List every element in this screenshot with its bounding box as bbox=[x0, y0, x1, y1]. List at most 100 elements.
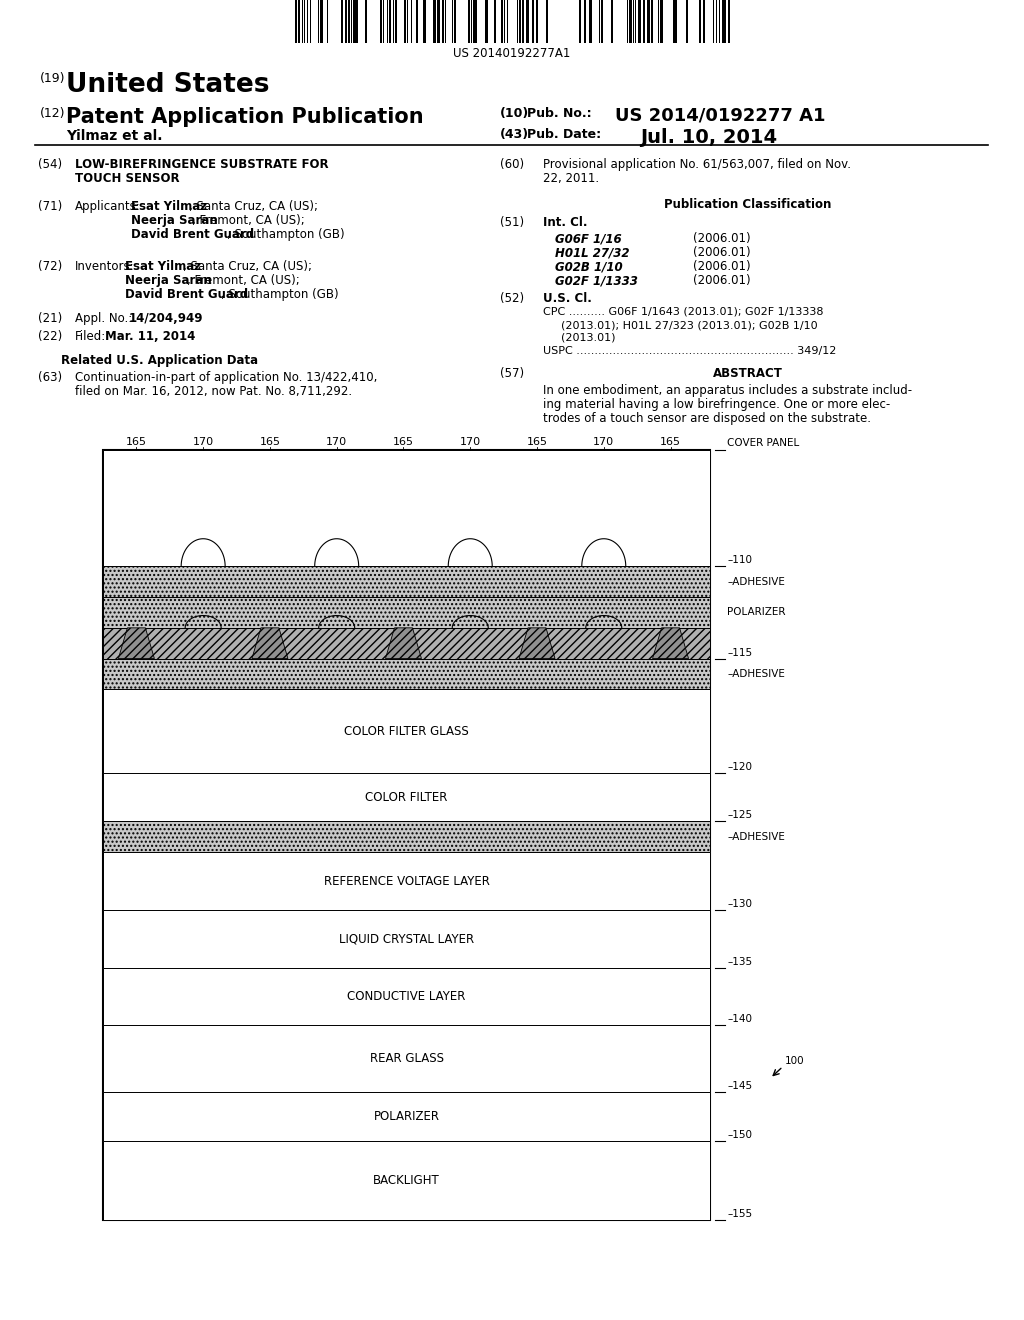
Bar bbox=[635, 0, 636, 44]
Bar bbox=[103, 566, 710, 597]
Text: BACKLIGHT: BACKLIGHT bbox=[373, 1173, 440, 1187]
Bar bbox=[295, 0, 297, 44]
Text: –150: –150 bbox=[727, 1130, 752, 1140]
Text: , Fremont, CA (US);: , Fremont, CA (US); bbox=[193, 214, 305, 227]
Text: COLOR FILTER: COLOR FILTER bbox=[366, 791, 447, 804]
Bar bbox=[579, 0, 582, 44]
Text: filed on Mar. 16, 2012, now Pat. No. 8,711,292.: filed on Mar. 16, 2012, now Pat. No. 8,7… bbox=[75, 385, 352, 399]
Bar bbox=[517, 0, 518, 44]
Bar bbox=[643, 0, 645, 44]
Text: ing material having a low birefringence. One or more elec-: ing material having a low birefringence.… bbox=[543, 399, 890, 411]
Bar bbox=[445, 0, 446, 44]
Text: REAR GLASS: REAR GLASS bbox=[370, 1052, 443, 1065]
Text: US 20140192277A1: US 20140192277A1 bbox=[454, 48, 570, 59]
Bar bbox=[547, 0, 548, 44]
Bar bbox=[353, 0, 357, 44]
Text: REFERENCE VOLTAGE LAYER: REFERENCE VOLTAGE LAYER bbox=[324, 875, 489, 887]
Text: –125: –125 bbox=[727, 810, 752, 821]
Bar bbox=[728, 0, 730, 44]
Bar bbox=[348, 0, 350, 44]
Text: U.S. Cl.: U.S. Cl. bbox=[543, 292, 592, 305]
Bar bbox=[442, 0, 444, 44]
Bar bbox=[103, 597, 710, 628]
Bar bbox=[383, 0, 384, 44]
Text: Int. Cl.: Int. Cl. bbox=[543, 216, 588, 228]
Bar bbox=[423, 0, 426, 44]
Text: 170: 170 bbox=[326, 437, 347, 447]
Bar bbox=[365, 0, 367, 44]
Text: , Southampton (GB): , Southampton (GB) bbox=[221, 288, 339, 301]
Text: (72): (72) bbox=[38, 260, 62, 273]
Bar bbox=[722, 0, 726, 44]
Bar bbox=[719, 0, 720, 44]
Bar bbox=[504, 0, 506, 44]
Bar bbox=[407, 0, 409, 44]
Bar bbox=[411, 0, 413, 44]
Bar bbox=[629, 0, 632, 44]
Text: Pub. No.:: Pub. No.: bbox=[527, 107, 592, 120]
Text: (12): (12) bbox=[40, 107, 66, 120]
Text: (2006.01): (2006.01) bbox=[693, 232, 751, 246]
Text: (60): (60) bbox=[500, 158, 524, 172]
Text: (52): (52) bbox=[500, 292, 524, 305]
Bar bbox=[673, 0, 677, 44]
Text: ABSTRACT: ABSTRACT bbox=[713, 367, 783, 380]
Bar bbox=[302, 0, 303, 44]
Text: G02B 1/10: G02B 1/10 bbox=[555, 260, 623, 273]
Text: , Santa Cruz, CA (US);: , Santa Cruz, CA (US); bbox=[183, 260, 312, 273]
Bar bbox=[307, 0, 308, 44]
Text: David Brent Guard: David Brent Guard bbox=[131, 228, 254, 242]
Polygon shape bbox=[252, 628, 288, 659]
Bar bbox=[416, 0, 418, 44]
Text: (10): (10) bbox=[500, 107, 529, 120]
Text: –115: –115 bbox=[727, 648, 752, 657]
Text: –120: –120 bbox=[727, 762, 752, 772]
Bar bbox=[589, 0, 592, 44]
Text: –135: –135 bbox=[727, 957, 752, 966]
Text: (19): (19) bbox=[40, 73, 66, 84]
Bar bbox=[650, 0, 653, 44]
Text: 165: 165 bbox=[660, 437, 681, 447]
Text: –130: –130 bbox=[727, 899, 752, 909]
Text: LOW-BIREFRINGENCE SUBSTRATE FOR: LOW-BIREFRINGENCE SUBSTRATE FOR bbox=[75, 158, 329, 172]
Text: David Brent Guard: David Brent Guard bbox=[125, 288, 248, 301]
Text: Neerja Saran: Neerja Saran bbox=[131, 214, 218, 227]
Text: United States: United States bbox=[66, 73, 269, 98]
Text: (43): (43) bbox=[500, 128, 529, 141]
Bar bbox=[473, 0, 477, 44]
Polygon shape bbox=[519, 628, 555, 659]
Bar bbox=[713, 0, 715, 44]
Bar bbox=[298, 0, 299, 44]
Text: Publication Classification: Publication Classification bbox=[665, 198, 831, 211]
Text: (2006.01): (2006.01) bbox=[693, 260, 751, 273]
Text: CONDUCTIVE LAYER: CONDUCTIVE LAYER bbox=[347, 990, 466, 1003]
Text: (51): (51) bbox=[500, 216, 524, 228]
Bar bbox=[471, 0, 472, 44]
Text: COLOR FILTER GLASS: COLOR FILTER GLASS bbox=[344, 725, 469, 738]
Bar bbox=[327, 0, 328, 44]
Text: –ADHESIVE: –ADHESIVE bbox=[727, 669, 784, 678]
Bar bbox=[103, 909, 710, 968]
Bar bbox=[601, 0, 603, 44]
Bar bbox=[321, 0, 324, 44]
Text: POLARIZER: POLARIZER bbox=[374, 1110, 439, 1123]
Bar bbox=[532, 0, 535, 44]
Text: Filed:: Filed: bbox=[75, 330, 106, 343]
Text: Inventors:: Inventors: bbox=[75, 260, 134, 273]
Text: H01L 27/32: H01L 27/32 bbox=[555, 246, 630, 259]
Text: USPC ............................................................ 349/12: USPC ...................................… bbox=[543, 346, 837, 356]
Text: Esat Yilmaz: Esat Yilmaz bbox=[131, 201, 207, 213]
Bar bbox=[103, 1140, 710, 1220]
Bar bbox=[395, 0, 396, 44]
Bar bbox=[686, 0, 688, 44]
Text: –ADHESIVE: –ADHESIVE bbox=[727, 832, 784, 842]
Bar bbox=[103, 628, 710, 659]
Bar bbox=[452, 0, 454, 44]
Bar bbox=[585, 0, 587, 44]
Text: Yilmaz et al.: Yilmaz et al. bbox=[66, 129, 163, 143]
Text: Provisional application No. 61/563,007, filed on Nov.: Provisional application No. 61/563,007, … bbox=[543, 158, 851, 172]
Text: 14/204,949: 14/204,949 bbox=[129, 312, 204, 325]
Text: (2013.01): (2013.01) bbox=[561, 333, 615, 343]
Bar bbox=[103, 659, 710, 689]
Text: trodes of a touch sensor are disposed on the substrate.: trodes of a touch sensor are disposed on… bbox=[543, 412, 871, 425]
